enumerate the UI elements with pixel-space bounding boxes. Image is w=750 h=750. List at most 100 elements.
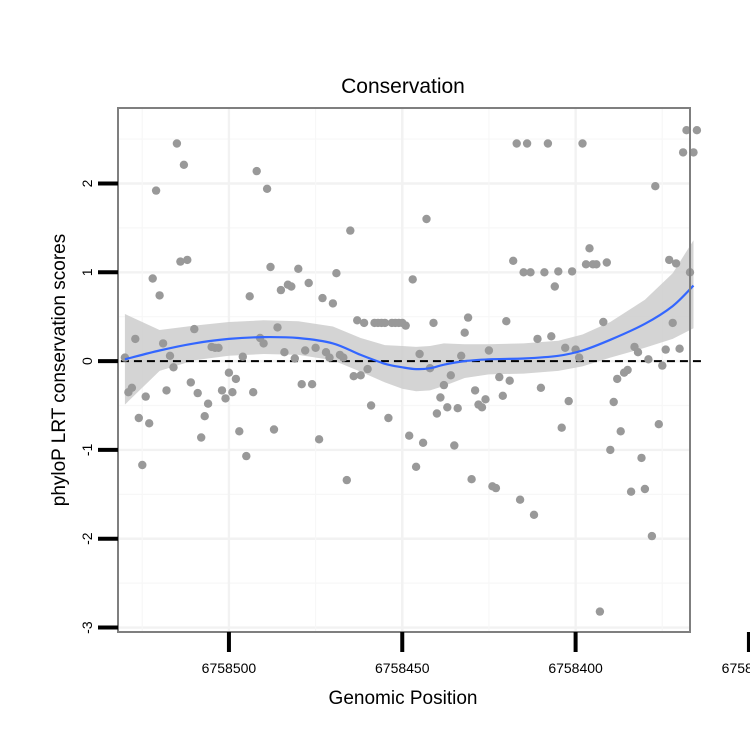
data-point xyxy=(665,255,674,265)
data-point xyxy=(200,412,209,421)
data-point xyxy=(301,346,310,355)
x-tick-label: 6758350 xyxy=(722,660,750,676)
data-point xyxy=(339,353,348,362)
data-point xyxy=(481,395,490,404)
data-point xyxy=(127,383,137,392)
data-point xyxy=(366,401,376,410)
data-point xyxy=(307,380,317,389)
data-point xyxy=(484,346,494,355)
data-point xyxy=(269,425,279,434)
x-tick-label: 6758450 xyxy=(375,660,430,676)
plot-panel xyxy=(117,107,702,633)
data-point xyxy=(197,433,206,442)
y-axis-title: phyloP LRT conservation scores xyxy=(49,234,70,507)
data-point xyxy=(671,259,681,268)
data-point xyxy=(252,166,261,176)
data-point xyxy=(183,255,192,265)
data-point xyxy=(273,323,282,332)
x-axis-title: Genomic Position xyxy=(329,688,478,709)
data-point xyxy=(134,413,143,423)
x-tick-label: 6758400 xyxy=(548,660,603,676)
data-point xyxy=(460,328,469,337)
data-point xyxy=(661,345,670,354)
data-point xyxy=(138,460,147,470)
data-point xyxy=(311,343,320,352)
data-point xyxy=(287,282,296,291)
data-point xyxy=(328,299,338,308)
data-point xyxy=(515,495,525,504)
data-point xyxy=(557,423,566,432)
data-point xyxy=(380,318,390,328)
data-point xyxy=(294,264,303,273)
data-point xyxy=(304,278,313,288)
data-point xyxy=(186,378,195,387)
data-point xyxy=(491,483,501,493)
data-point xyxy=(640,484,650,494)
data-point xyxy=(401,321,410,330)
data-point xyxy=(581,260,591,269)
data-point xyxy=(155,291,164,300)
data-point xyxy=(353,316,362,325)
data-point xyxy=(543,139,553,148)
data-point xyxy=(349,372,358,381)
data-point xyxy=(522,139,532,148)
data-point xyxy=(158,339,168,348)
data-point xyxy=(242,451,251,461)
data-point xyxy=(658,361,667,370)
data-point xyxy=(564,396,573,406)
data-point xyxy=(221,394,230,403)
data-point xyxy=(578,139,587,148)
confidence-ribbon xyxy=(124,240,694,405)
data-point xyxy=(235,427,244,436)
data-point xyxy=(405,431,414,440)
data-point xyxy=(554,267,563,276)
data-point xyxy=(547,332,556,341)
data-point xyxy=(165,351,175,360)
data-point xyxy=(623,365,632,375)
data-point xyxy=(228,388,237,397)
x-tick-label: 6758500 xyxy=(202,660,257,676)
data-point xyxy=(585,244,594,253)
data-point xyxy=(193,388,202,398)
data-point xyxy=(509,256,518,265)
data-point xyxy=(297,380,306,389)
data-point xyxy=(276,285,286,295)
data-point xyxy=(609,397,618,407)
data-point xyxy=(550,282,559,291)
y-axis: -3 -2 -1 0 1 2 xyxy=(79,179,118,634)
data-point xyxy=(463,313,473,322)
data-point xyxy=(599,317,608,327)
chart-title: Conservation xyxy=(341,75,465,98)
y-tick-label: 1 xyxy=(79,268,95,276)
data-point xyxy=(443,403,452,412)
data-point xyxy=(606,445,615,455)
data-point xyxy=(266,262,275,272)
data-point xyxy=(384,413,393,423)
data-point xyxy=(262,184,272,193)
data-point xyxy=(249,388,258,397)
data-point xyxy=(453,404,462,413)
data-point xyxy=(332,269,341,278)
data-point xyxy=(439,380,449,390)
data-point xyxy=(505,376,514,385)
data-point xyxy=(457,351,466,360)
data-point xyxy=(616,427,625,436)
y-tick-label: 2 xyxy=(79,179,95,187)
scatter-points xyxy=(120,126,702,616)
data-point xyxy=(567,267,577,276)
data-point xyxy=(477,403,487,412)
data-point xyxy=(131,334,140,344)
data-point xyxy=(190,324,199,334)
data-point xyxy=(145,419,154,428)
data-point xyxy=(231,374,241,384)
data-point xyxy=(342,475,351,485)
data-point xyxy=(429,318,438,328)
data-point xyxy=(169,363,178,372)
data-point xyxy=(613,374,622,384)
data-point xyxy=(346,226,355,235)
data-point xyxy=(536,383,546,392)
data-point xyxy=(280,348,289,357)
data-point xyxy=(540,268,549,277)
data-point xyxy=(418,438,428,447)
